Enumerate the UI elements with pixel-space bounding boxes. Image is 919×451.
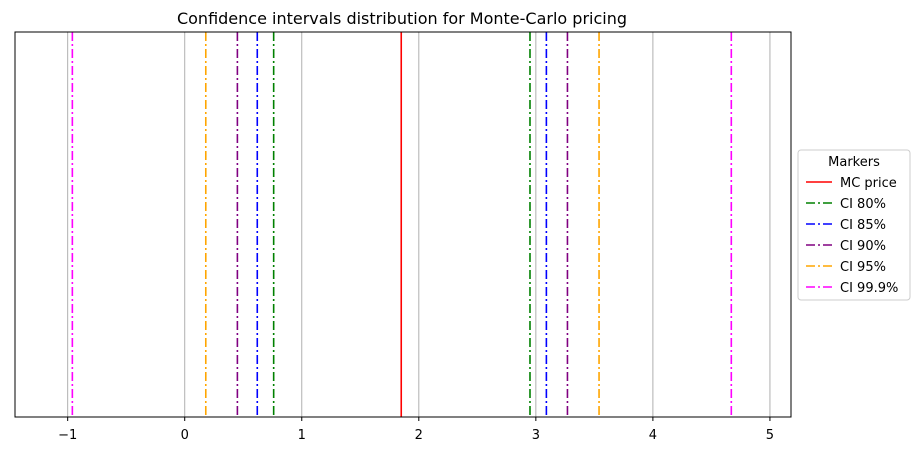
legend-label-ci-90: CI 90% bbox=[840, 239, 886, 254]
x-tick-label: 1 bbox=[298, 428, 306, 443]
legend-label-ci-99-9: CI 99.9% bbox=[840, 281, 898, 296]
legend-label-mc-price: MC price bbox=[840, 176, 897, 191]
legend-items: MC price CI 80% CI 85% CI 90% CI 95% CI 99.9% bbox=[806, 176, 898, 296]
x-tick-label: 3 bbox=[532, 428, 540, 443]
legend: Markers MC price CI 80% CI 85% CI 90% CI 95%… bbox=[797, 149, 911, 301]
legend-box bbox=[797, 149, 911, 301]
legend-label-ci-85: CI 85% bbox=[840, 218, 886, 233]
plot-lines bbox=[71, 32, 733, 417]
chart-title: Confidence intervals distribution for Mo… bbox=[177, 9, 627, 28]
x-axis: −1 0 1 2 3 4 5 bbox=[58, 417, 774, 443]
grid-lines bbox=[67, 32, 771, 417]
x-tick-label: 0 bbox=[181, 428, 189, 443]
x-tick-label: 5 bbox=[766, 428, 774, 443]
plot-frame bbox=[14, 31, 792, 418]
x-tick-label: 2 bbox=[415, 428, 423, 443]
legend-title: Markers bbox=[828, 155, 880, 170]
x-tick-label: 4 bbox=[649, 428, 657, 443]
legend-label-ci-80: CI 80% bbox=[840, 197, 886, 212]
x-tick-label: −1 bbox=[58, 428, 77, 443]
legend-label-ci-95: CI 95% bbox=[840, 260, 886, 275]
